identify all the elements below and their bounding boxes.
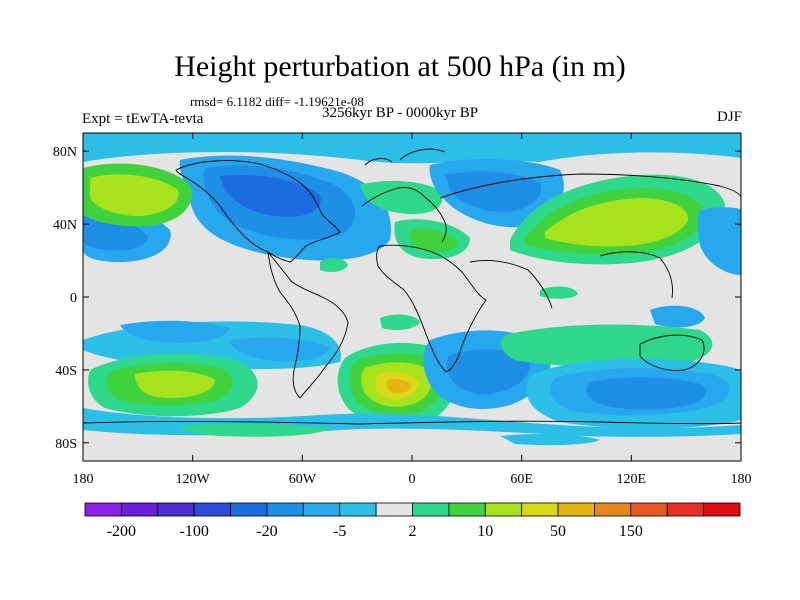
lat-tick-label: 80S bbox=[55, 437, 77, 452]
colorbar-swatch bbox=[193, 502, 231, 517]
colorbar-swatch bbox=[703, 502, 741, 517]
season-label: DJF bbox=[716, 109, 742, 125]
lon-tick-label: 60E bbox=[510, 472, 533, 487]
height-field bbox=[83, 133, 741, 461]
lat-tick-label: 40S bbox=[55, 364, 77, 379]
lon-tick-label: 0 bbox=[409, 472, 416, 487]
colorbar-swatch bbox=[84, 502, 122, 517]
colorbar-label: -200 bbox=[107, 523, 136, 540]
lon-tick-label: 60W bbox=[289, 472, 317, 487]
colorbar-swatch bbox=[302, 502, 341, 517]
experiment-label: Expt = tEwTA-tevta bbox=[82, 111, 204, 127]
colorbar-labels: -200 -100 -20 -5 2 10 50 150 bbox=[107, 523, 643, 540]
longitude-axis: 180 120W 60W 0 60E 120E 180 bbox=[73, 133, 752, 487]
plot-title: Height perturbation at 500 hPa (in m) bbox=[174, 50, 626, 83]
colorbar-swatch bbox=[448, 502, 486, 517]
latitude-axis: 80N 40N 0 40S 80S bbox=[53, 145, 741, 452]
colorbar-label: 10 bbox=[477, 523, 493, 540]
colorbar-swatch bbox=[594, 502, 632, 517]
colorbar bbox=[84, 502, 741, 517]
colorbar-swatch bbox=[412, 502, 450, 517]
lon-tick-label: 180 bbox=[731, 472, 752, 487]
arctic-band bbox=[83, 133, 741, 164]
lon-tick-label: 120E bbox=[617, 472, 647, 487]
colorbar-label: 2 bbox=[409, 523, 417, 540]
colorbar-swatch bbox=[339, 502, 377, 517]
neg-pacific-east bbox=[697, 207, 741, 275]
pos-indian-band bbox=[501, 324, 713, 368]
lon-tick-label: 180 bbox=[73, 472, 94, 487]
neg-north-america-deep bbox=[220, 174, 321, 217]
colorbar-swatch bbox=[120, 502, 159, 517]
colorbar-swatch bbox=[521, 502, 559, 517]
colorbar-swatch bbox=[157, 502, 195, 517]
colorbar-label: -5 bbox=[333, 523, 346, 540]
colorbar-label: 150 bbox=[619, 523, 643, 540]
colorbar-label: -100 bbox=[180, 523, 209, 540]
colorbar-swatch bbox=[266, 502, 304, 517]
period-label: 3256kyr BP - 0000kyr BP bbox=[322, 105, 479, 121]
colorbar-swatch bbox=[666, 502, 705, 517]
stats-label: rmsd= 6.1182 diff= -1.19621e-08 bbox=[190, 94, 364, 109]
coastlines bbox=[83, 148, 741, 425]
lat-tick-label: 0 bbox=[70, 291, 77, 306]
colorbar-swatch bbox=[557, 502, 595, 517]
lat-tick-label: 40N bbox=[53, 218, 77, 233]
lat-tick-label: 80N bbox=[53, 145, 77, 160]
colorbar-swatch bbox=[375, 502, 413, 517]
colorbar-swatch bbox=[630, 502, 668, 517]
colorbar-label: 50 bbox=[550, 523, 566, 540]
colorbar-swatch bbox=[484, 502, 523, 517]
colorbar-label: -20 bbox=[256, 523, 277, 540]
pos-europe bbox=[360, 180, 443, 215]
lon-tick-label: 120W bbox=[176, 472, 211, 487]
colorbar-swatch bbox=[230, 502, 268, 517]
